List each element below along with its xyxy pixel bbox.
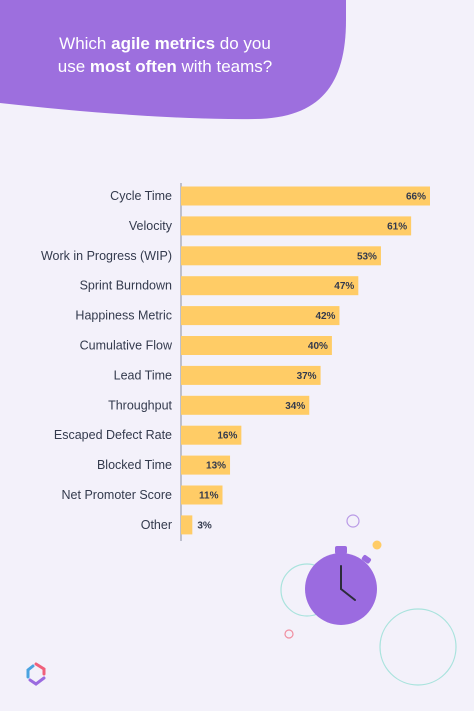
- header-blob: [0, 0, 346, 120]
- bar: [181, 216, 412, 236]
- bar: [181, 306, 340, 326]
- category-label: Lead Time: [114, 368, 172, 382]
- purple-ring: [346, 514, 360, 528]
- category-label: Velocity: [129, 219, 173, 233]
- category-label: Blocked Time: [97, 458, 172, 472]
- bar: [181, 515, 193, 535]
- value-label: 66%: [406, 192, 426, 203]
- category-label: Throughput: [108, 398, 172, 412]
- title-text-2: do you: [215, 34, 271, 53]
- yellow-dot: [372, 540, 382, 550]
- value-label: 47%: [334, 281, 354, 292]
- category-label: Cycle Time: [110, 189, 172, 203]
- value-label: 53%: [357, 251, 377, 262]
- category-label: Escaped Defect Rate: [54, 428, 172, 442]
- bar: [181, 395, 310, 415]
- category-label: Happiness Metric: [75, 309, 172, 323]
- value-label: 42%: [315, 311, 335, 322]
- value-label: 16%: [217, 431, 237, 442]
- pink-ring: [284, 629, 294, 639]
- title-text-3: use: [57, 57, 90, 76]
- category-label: Work in Progress (WIP): [41, 249, 172, 263]
- value-label: 11%: [199, 491, 219, 502]
- value-label: 37%: [297, 371, 317, 382]
- title-bold-2: most often: [89, 57, 177, 76]
- bar: [181, 455, 231, 475]
- category-label: Net Promoter Score: [62, 488, 173, 502]
- title-text-1: Which: [59, 34, 112, 53]
- value-label: 3%: [197, 520, 212, 531]
- title-bold-1: agile metrics: [111, 34, 216, 53]
- bar: [181, 246, 381, 266]
- value-label: 61%: [387, 221, 407, 232]
- title-text-4: with teams?: [176, 57, 273, 76]
- bar: [181, 365, 321, 385]
- teal-ring-large: [379, 608, 457, 686]
- bar: [181, 276, 359, 296]
- value-label: 40%: [308, 341, 328, 352]
- bar: [181, 485, 223, 505]
- value-label: 34%: [285, 401, 305, 412]
- bar: [181, 336, 332, 355]
- page-title: Which agile metrics do you use most ofte…: [0, 32, 330, 78]
- bar: [181, 186, 430, 206]
- category-label: Cumulative Flow: [80, 339, 173, 353]
- brand-logo-icon: [26, 662, 46, 686]
- bar: [181, 425, 242, 445]
- stopwatch-icon: [305, 546, 377, 625]
- category-label: Other: [141, 518, 172, 532]
- category-label: Sprint Burndown: [80, 279, 172, 293]
- value-label: 13%: [206, 461, 226, 472]
